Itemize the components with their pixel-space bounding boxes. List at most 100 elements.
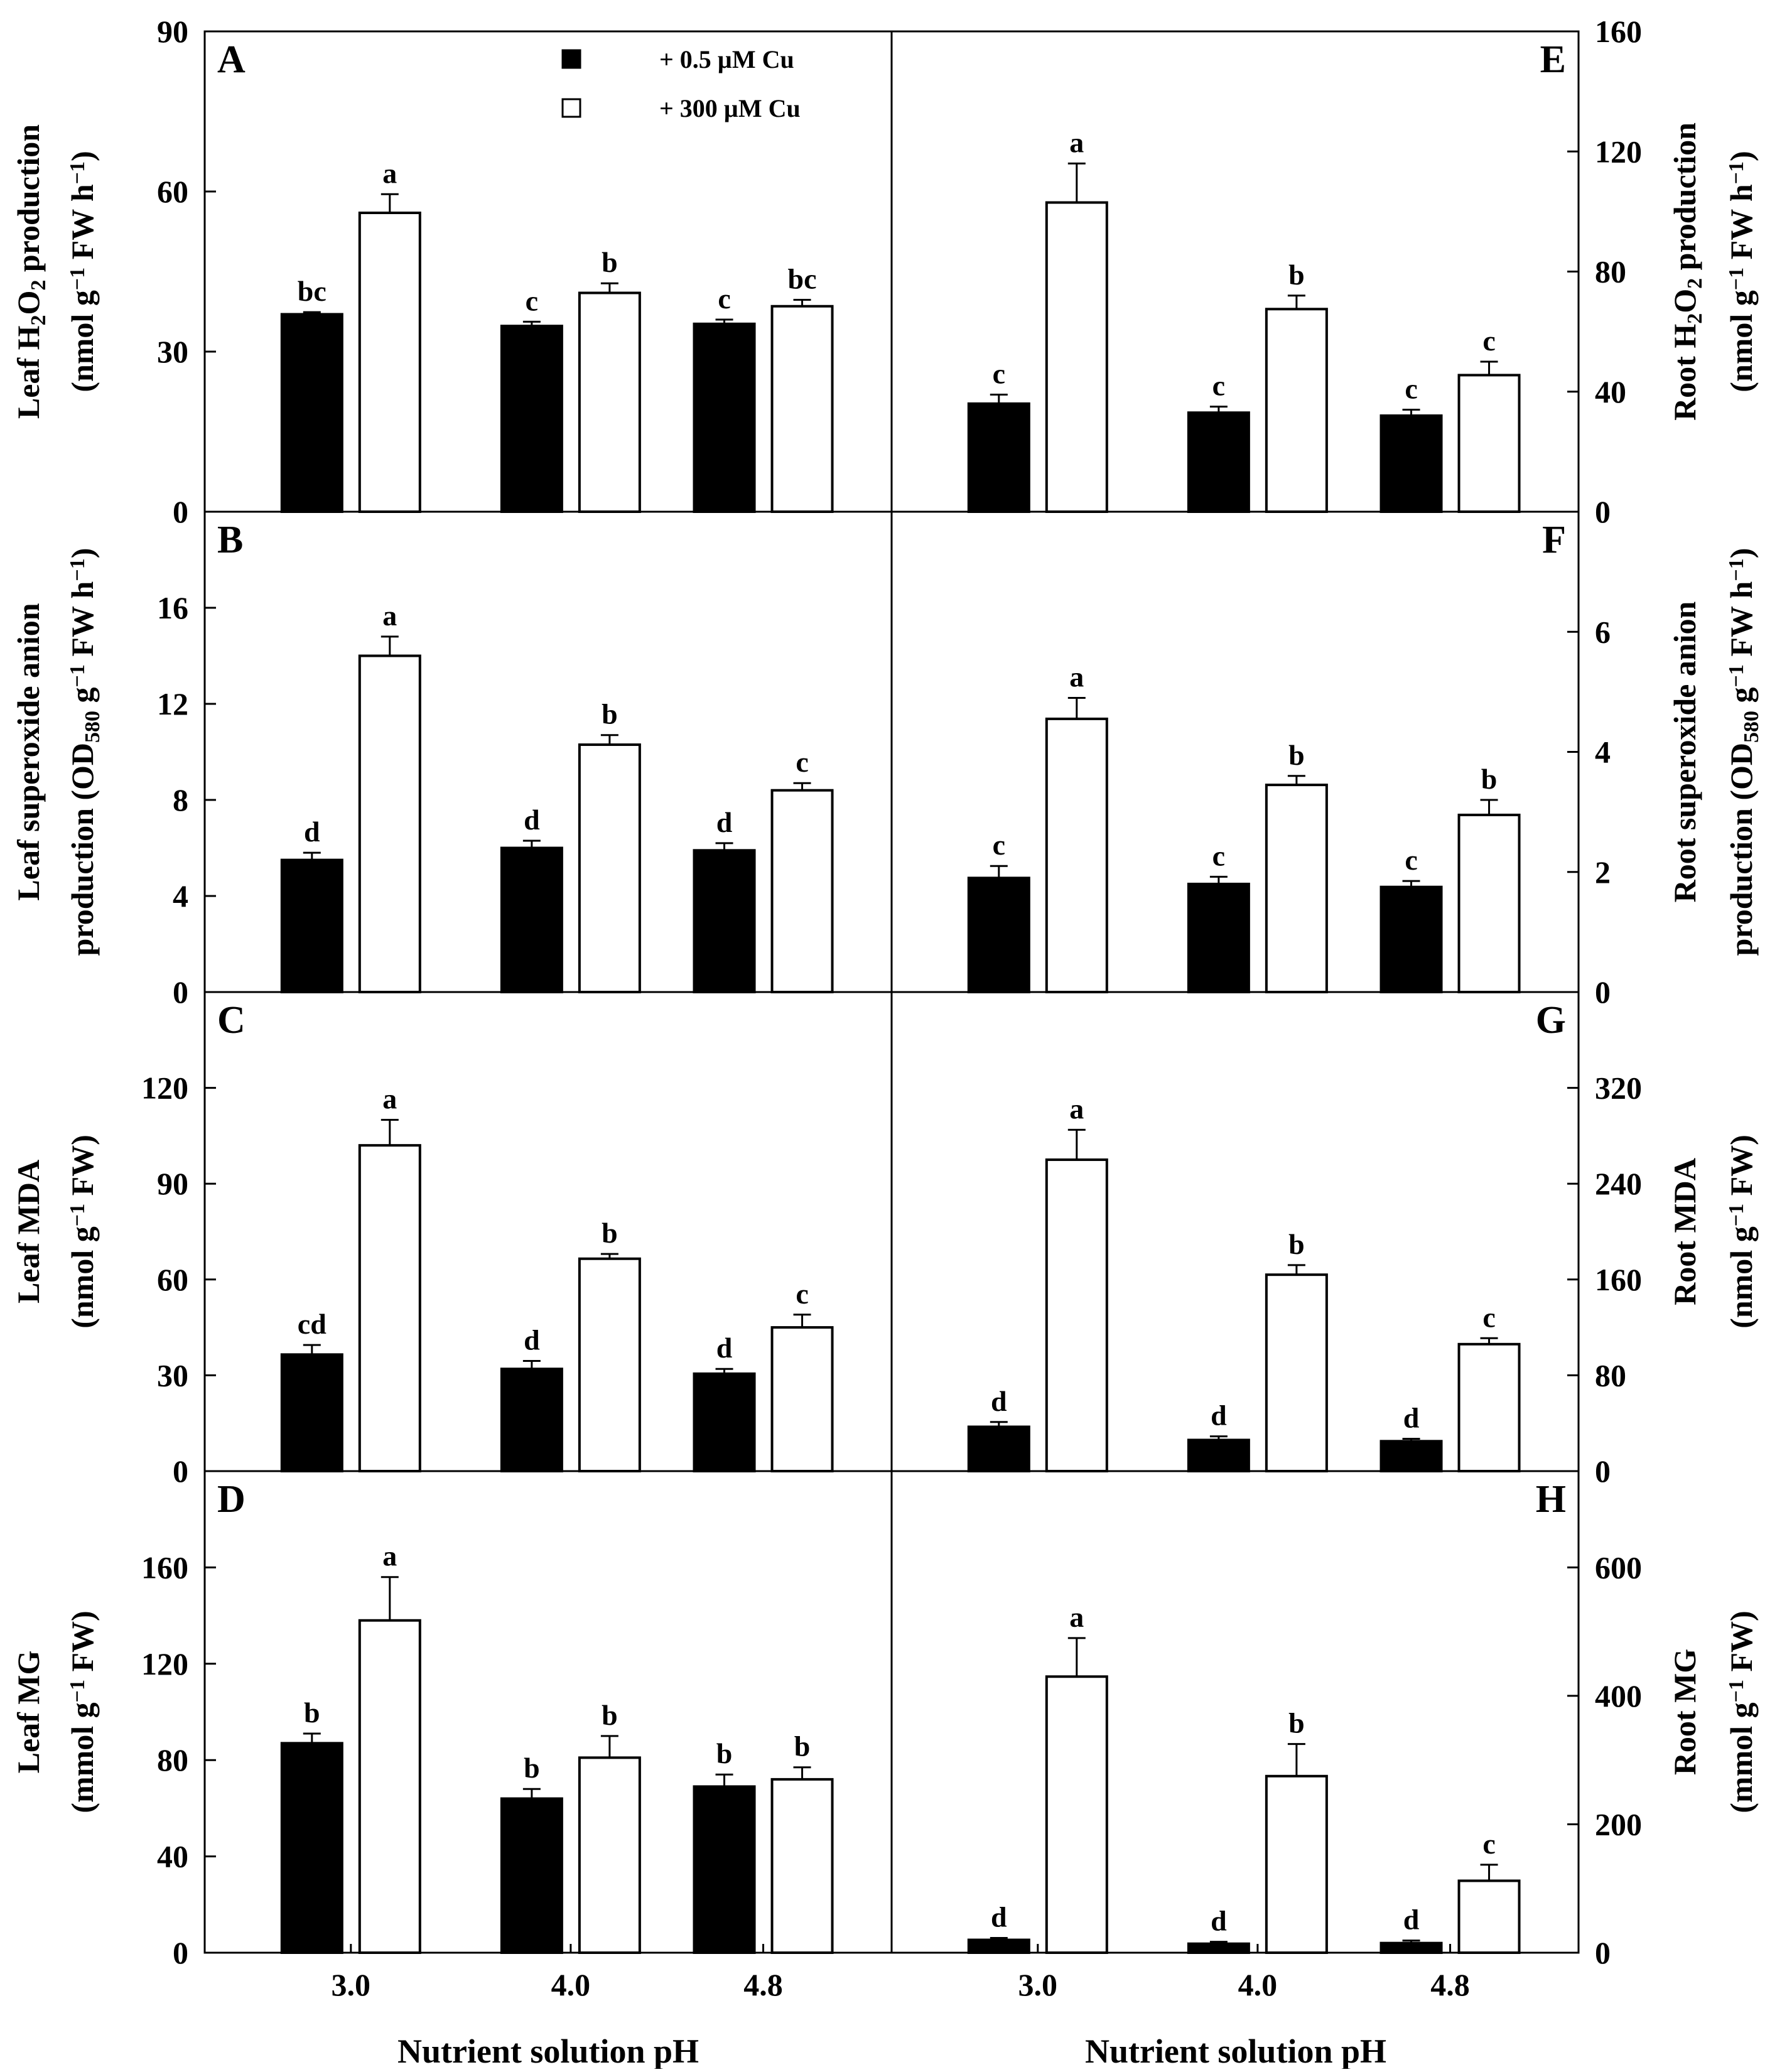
- y-axis-title-text: production: [11, 124, 46, 280]
- significance-letter: d: [1211, 1400, 1227, 1432]
- y-tick-label: 0: [173, 974, 188, 1010]
- y-axis-title-superscript: −1: [1725, 1204, 1748, 1226]
- bar-low-cu: [500, 846, 563, 993]
- y-axis-title-text: FW h: [65, 581, 100, 664]
- y-axis-title-text: Leaf MG: [11, 1651, 46, 1774]
- panel-c: C 0 30 60 90 120 Leaf MDA (nmol g−1 FW) cd a d b d c: [11, 999, 892, 1489]
- y-tick-label: 60: [157, 174, 188, 209]
- y-axis-title-text: FW h: [1724, 184, 1759, 267]
- bar-high-cu: [1457, 813, 1521, 993]
- y-tick-label: 8: [173, 782, 188, 817]
- panel-letter: F: [1542, 519, 1566, 561]
- significance-letter: c: [993, 829, 1005, 861]
- significance-letter: a: [1069, 661, 1084, 693]
- significance-letter: b: [602, 1217, 618, 1249]
- y-tick-label: 80: [1595, 1357, 1626, 1393]
- x-axis-title-left: Nutrient solution pH: [397, 2032, 699, 2069]
- y-axis-title-text: production (OD: [1724, 743, 1759, 956]
- y-axis-title-text: (nmol g: [65, 1226, 100, 1329]
- bar-high-cu: [358, 212, 421, 513]
- y-axis-title-text: g: [65, 687, 100, 711]
- y-axis-title-superscript: −1: [66, 1680, 89, 1702]
- bar-low-cu: [500, 1797, 563, 1955]
- bar-high-cu: [578, 1756, 641, 1954]
- significance-letter: c: [1405, 372, 1417, 404]
- y-axis-title-text: ): [65, 548, 100, 559]
- y-tick-label: 0: [1595, 494, 1611, 529]
- y-tick-label: 2: [1595, 855, 1611, 890]
- significance-letter: a: [1069, 1601, 1084, 1633]
- panel-letter: H: [1536, 1478, 1566, 1521]
- y-tick-label: 4: [1595, 735, 1611, 770]
- bar-high-cu: [1457, 1879, 1521, 1955]
- y-axis-title-subscript: 580: [81, 711, 104, 743]
- y-axis-title-superscript: −1: [66, 1204, 89, 1226]
- y-axis-title-text: FW): [65, 1611, 100, 1680]
- y-axis-title-subscript: 2: [1683, 278, 1707, 289]
- y-tick-label: 90: [157, 14, 188, 49]
- panel-letter: C: [217, 999, 246, 1042]
- y-axis-title-subscript: 2: [27, 280, 50, 291]
- y-axis-title-line: (nmol g−1 FW h−1): [1724, 151, 1759, 392]
- y-tick-label: 0: [1595, 1935, 1611, 1970]
- y-tick-label: 4: [173, 878, 188, 914]
- x-tick-label: 4.0: [551, 1967, 591, 2002]
- bar-low-cu: [693, 1785, 756, 1954]
- y-tick-label: 320: [1595, 1071, 1642, 1106]
- y-axis-title-line: (mmol g−1 FW): [1724, 1611, 1759, 1813]
- significance-letter: bc: [788, 263, 817, 295]
- significance-letter: d: [1403, 1401, 1420, 1433]
- y-tick-label: 30: [157, 334, 188, 369]
- bar-low-cu: [280, 1742, 343, 1954]
- y-tick-label: 0: [173, 494, 188, 529]
- significance-letter: bc: [298, 275, 327, 307]
- y-axis-title-text: O: [1667, 289, 1702, 313]
- bar-low-cu: [1187, 411, 1250, 513]
- bar-high-cu: [578, 291, 641, 513]
- bar-low-cu: [500, 325, 563, 513]
- significance-letter: b: [304, 1697, 320, 1729]
- y-tick-label: 40: [157, 1839, 188, 1874]
- significance-letter: b: [1288, 259, 1305, 291]
- y-axis-title-text: Leaf superoxide anion: [11, 603, 46, 900]
- y-tick-label: 16: [157, 590, 188, 625]
- y-axis-title-line: Root H2O2 production: [1667, 122, 1707, 421]
- y-axis-title-text: FW h: [65, 184, 100, 267]
- y-axis-title-line: production (OD580 g−1 FW h−1): [1724, 548, 1763, 956]
- bar-low-cu: [693, 322, 756, 513]
- y-axis-title-text: (mmol g: [1724, 1702, 1759, 1813]
- panel-letter: E: [1540, 38, 1566, 81]
- y-axis-title-text: (mmol g: [65, 1702, 100, 1813]
- y-tick-label: 90: [157, 1166, 188, 1201]
- bar-low-cu: [693, 1372, 756, 1473]
- significance-letter: c: [1405, 844, 1417, 876]
- y-axis-title-text: Root MDA: [1667, 1158, 1702, 1305]
- bar-low-cu: [967, 402, 1030, 513]
- y-axis-title-text: production (OD: [65, 743, 100, 956]
- legend-swatch-low-cu: [561, 49, 581, 69]
- y-axis-title-line: (nmol g−1 FW h−1): [65, 151, 100, 392]
- x-tick-label: 4.8: [743, 1967, 783, 2002]
- y-axis-title-superscript: −1: [66, 558, 89, 581]
- y-axis-title-text: FW): [65, 1135, 100, 1204]
- bar-high-cu: [770, 1778, 834, 1954]
- y-tick-label: 60: [157, 1262, 188, 1297]
- significance-letter: b: [794, 1730, 811, 1762]
- bar-high-cu: [358, 1619, 421, 1954]
- y-axis-title-text: Root MG: [1667, 1649, 1702, 1775]
- significance-letter: a: [1069, 126, 1084, 158]
- y-axis-title-text: (nmol g: [1724, 290, 1759, 392]
- bar-high-cu: [1457, 374, 1521, 513]
- significance-letter: cd: [298, 1308, 327, 1340]
- significance-letter: c: [796, 746, 808, 778]
- bar-low-cu: [1187, 1438, 1250, 1473]
- significance-letter: a: [382, 1540, 397, 1572]
- x-tick-label: 4.0: [1238, 1967, 1278, 2002]
- y-axis-title-line: Leaf MDA: [11, 1160, 46, 1303]
- legend: + 0.5 µM Cu + 300 µM Cu: [561, 45, 801, 122]
- significance-letter: b: [602, 1699, 618, 1731]
- bar-high-cu: [1045, 1675, 1108, 1955]
- y-tick-label: 160: [141, 1550, 188, 1585]
- y-tick-label: 0: [173, 1935, 188, 1970]
